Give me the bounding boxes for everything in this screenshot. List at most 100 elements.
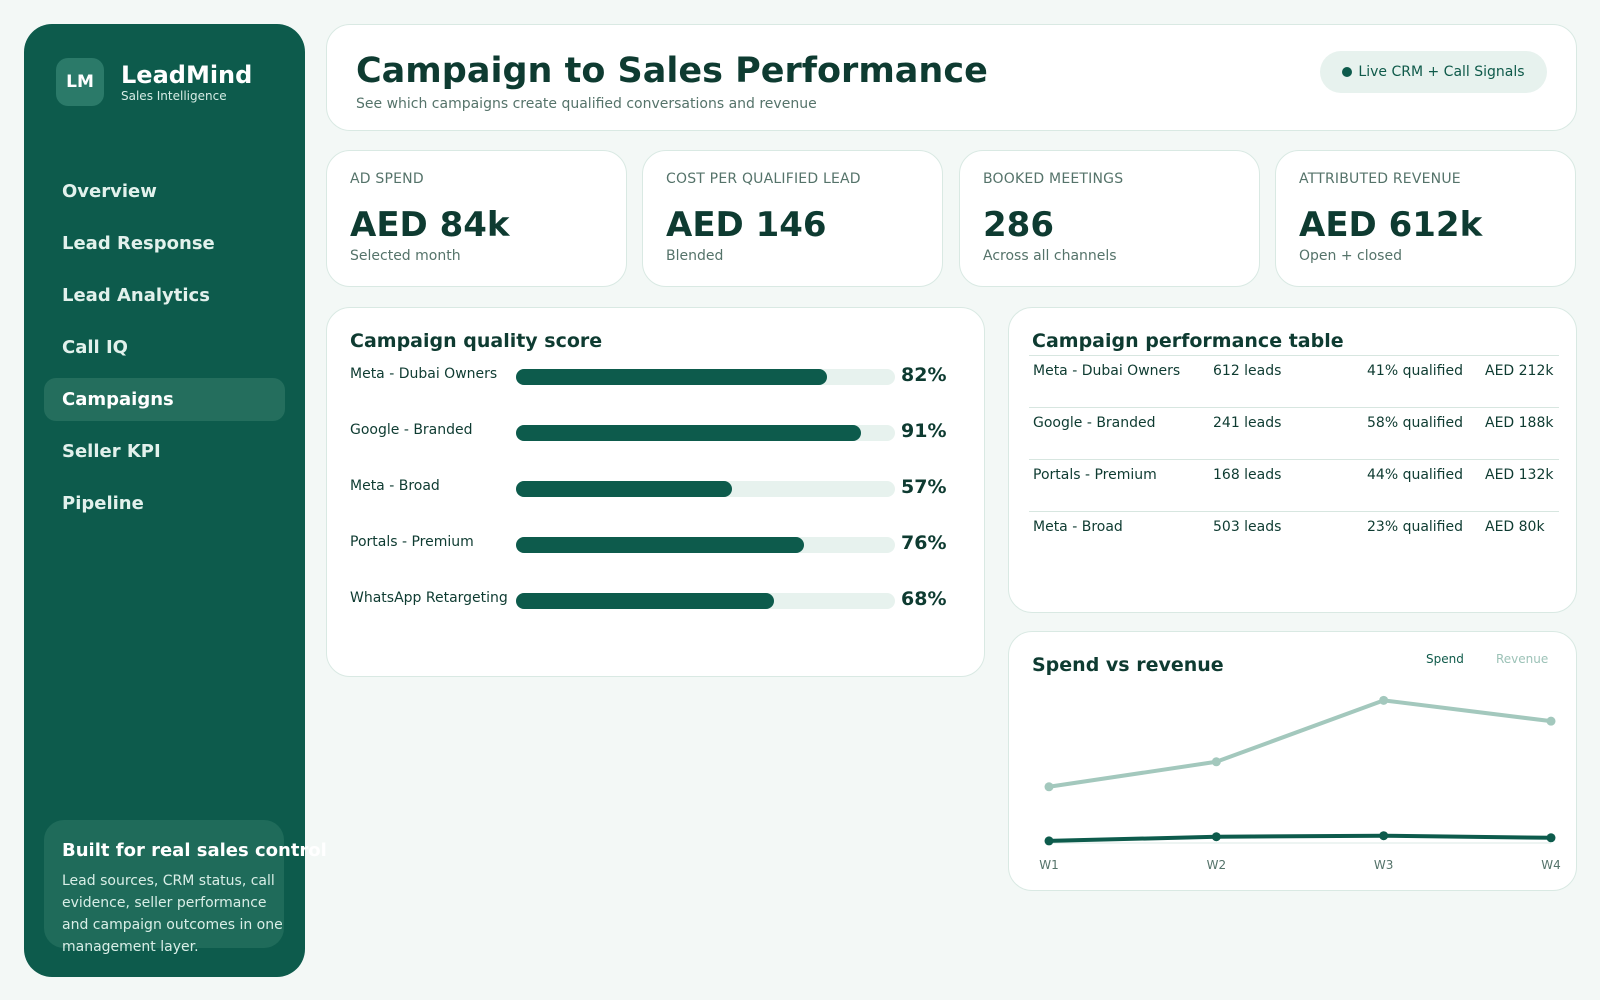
kpi-card-cost-per-qualified-lead: COST PER QUALIFIED LEAD AED 146 Blended <box>642 150 943 287</box>
qualified-cell: 41% qualified <box>1367 363 1464 379</box>
live-signals-badge[interactable]: Live CRM + Call Signals <box>1320 51 1547 93</box>
qualified-cell: 44% qualified <box>1367 467 1464 483</box>
quality-bar-track <box>516 425 895 441</box>
quality-bar-fill <box>516 481 733 497</box>
quality-row: Meta - Broad 57% <box>350 476 950 499</box>
sidebar-item-call-iq[interactable]: Call IQ <box>62 337 128 358</box>
leads-cell: 241 leads <box>1213 415 1282 431</box>
qualified-cell: 23% qualified <box>1367 519 1464 535</box>
page-header: Campaign to Sales Performance See which … <box>326 24 1577 131</box>
promo-card: Built for real sales control Lead source… <box>44 820 327 955</box>
table-row[interactable]: Portals - Premium 168 leads 44% qualifie… <box>1029 459 1559 511</box>
kpi-value: 286 <box>983 205 1054 245</box>
kpi-label: BOOKED MEETINGS <box>983 171 1124 187</box>
campaign-cell: Portals - Premium <box>1033 467 1157 483</box>
kpi-label: COST PER QUALIFIED LEAD <box>666 171 861 187</box>
quality-row: Meta - Dubai Owners 82% <box>350 364 950 387</box>
revenue-cell: AED 80k <box>1485 519 1545 535</box>
quality-bar-track <box>516 481 895 497</box>
live-signals-label: Live CRM + Call Signals <box>1358 64 1525 80</box>
spend-point[interactable] <box>1379 831 1389 841</box>
kpi-note: Blended <box>666 248 724 264</box>
quality-campaign-name: Meta - Dubai Owners <box>350 366 498 382</box>
revenue-point[interactable] <box>1211 757 1221 767</box>
kpi-card-ad-spend: AD SPEND AED 84k Selected month <box>326 150 627 287</box>
kpi-label: ATTRIBUTED REVENUE <box>1299 171 1461 187</box>
quality-bar-track <box>516 593 895 609</box>
campaign-cell: Meta - Dubai Owners <box>1033 363 1181 379</box>
revenue-point[interactable] <box>1379 695 1389 705</box>
promo-text: Lead sources, CRM status, call evidence,… <box>62 873 283 955</box>
status-dot-icon <box>1342 67 1353 77</box>
table-row[interactable]: Google - Branded 241 leads 58% qualified… <box>1029 407 1559 459</box>
kpi-value: AED 612k <box>1299 205 1483 245</box>
sidebar-item-overview[interactable]: Overview <box>62 181 157 202</box>
promo-title: Built for real sales control <box>62 840 327 861</box>
section-title: Campaign quality score <box>350 330 603 352</box>
spend-point[interactable] <box>1044 836 1054 846</box>
revenue-cell: AED 132k <box>1485 467 1554 483</box>
brand-logo: LM <box>56 58 104 106</box>
spend-point[interactable] <box>1546 833 1556 843</box>
quality-bar-track <box>516 369 895 385</box>
sidebar: LM LeadMind Sales Intelligence Overview … <box>24 24 327 977</box>
quality-bar-fill <box>516 593 774 609</box>
leads-cell: 503 leads <box>1213 519 1282 535</box>
line-chart: W1 W2 W3 W4 <box>1039 695 1561 872</box>
quality-percent: 57% <box>901 476 947 498</box>
quality-row: Google - Branded 91% <box>350 420 950 443</box>
spend-point[interactable] <box>1211 832 1221 842</box>
quality-row: Portals - Premium 76% <box>350 532 950 555</box>
spend-vs-revenue-card: Spend vs revenue Spend Revenue W1 W2 W3 W4 <box>1008 631 1577 891</box>
leads-cell: 612 leads <box>1213 363 1282 379</box>
legend-revenue[interactable]: Revenue <box>1496 652 1549 666</box>
revenue-line <box>1047 698 1553 789</box>
campaign-quality-card: Campaign quality score Meta - Dubai Owne… <box>326 307 985 677</box>
quality-bar-fill <box>516 537 805 553</box>
quality-percent: 82% <box>901 364 947 386</box>
quality-campaign-name: WhatsApp Retargeting <box>350 590 508 606</box>
revenue-cell: AED 212k <box>1485 363 1554 379</box>
revenue-point[interactable] <box>1044 782 1054 792</box>
sidebar-nav: Overview Lead Response Lead Analytics Ca… <box>44 170 285 534</box>
sidebar-item-seller-kpi[interactable]: Seller KPI <box>62 441 161 462</box>
kpi-card-booked-meetings: BOOKED MEETINGS 286 Across all channels <box>959 150 1260 287</box>
campaign-cell: Google - Branded <box>1033 415 1156 431</box>
quality-row: WhatsApp Retargeting 68% <box>350 588 950 611</box>
quality-percent: 91% <box>901 420 947 442</box>
chart-title: Spend vs revenue <box>1032 654 1224 676</box>
x-tick-label: W2 <box>1207 858 1227 872</box>
kpi-note: Selected month <box>350 248 461 264</box>
quality-bar-fill <box>516 369 827 385</box>
page-subtitle: See which campaigns create qualified con… <box>356 96 817 112</box>
kpi-card-attributed-revenue: ATTRIBUTED REVENUE AED 612k Open + close… <box>1275 150 1576 287</box>
campaign-performance-card: Campaign performance table Meta - Dubai … <box>1008 307 1577 613</box>
brand-tagline: Sales Intelligence <box>121 89 227 103</box>
qualified-cell: 58% qualified <box>1367 415 1464 431</box>
campaign-cell: Meta - Broad <box>1033 519 1123 535</box>
quality-percent: 76% <box>901 532 947 554</box>
kpi-label: AD SPEND <box>350 171 424 187</box>
kpi-note: Across all channels <box>983 248 1117 264</box>
quality-campaign-name: Meta - Broad <box>350 478 440 494</box>
brand[interactable]: LM LeadMind Sales Intelligence <box>56 58 252 106</box>
kpi-value: AED 84k <box>350 205 510 245</box>
performance-table: Meta - Dubai Owners 612 leads 41% qualif… <box>1029 355 1559 563</box>
section-title: Campaign performance table <box>1032 330 1344 352</box>
kpi-value: AED 146 <box>666 205 827 245</box>
sidebar-item-lead-response[interactable]: Lead Response <box>62 233 215 254</box>
table-row[interactable]: Meta - Dubai Owners 612 leads 41% qualif… <box>1029 355 1559 407</box>
quality-campaign-name: Portals - Premium <box>350 534 474 550</box>
spend-line <box>1047 833 1553 843</box>
page-title: Campaign to Sales Performance <box>356 51 988 91</box>
revenue-point[interactable] <box>1546 716 1556 726</box>
sidebar-item-pipeline[interactable]: Pipeline <box>62 493 144 514</box>
brand-name: LeadMind <box>121 61 253 89</box>
quality-campaign-name: Google - Branded <box>350 422 473 438</box>
sidebar-item-campaigns[interactable]: Campaigns <box>44 378 285 421</box>
kpi-note: Open + closed <box>1299 248 1402 264</box>
sidebar-item-lead-analytics[interactable]: Lead Analytics <box>62 285 210 306</box>
x-tick-label: W4 <box>1541 858 1561 872</box>
legend-spend[interactable]: Spend <box>1426 652 1464 666</box>
table-row[interactable]: Meta - Broad 503 leads 23% qualified AED… <box>1029 511 1559 563</box>
